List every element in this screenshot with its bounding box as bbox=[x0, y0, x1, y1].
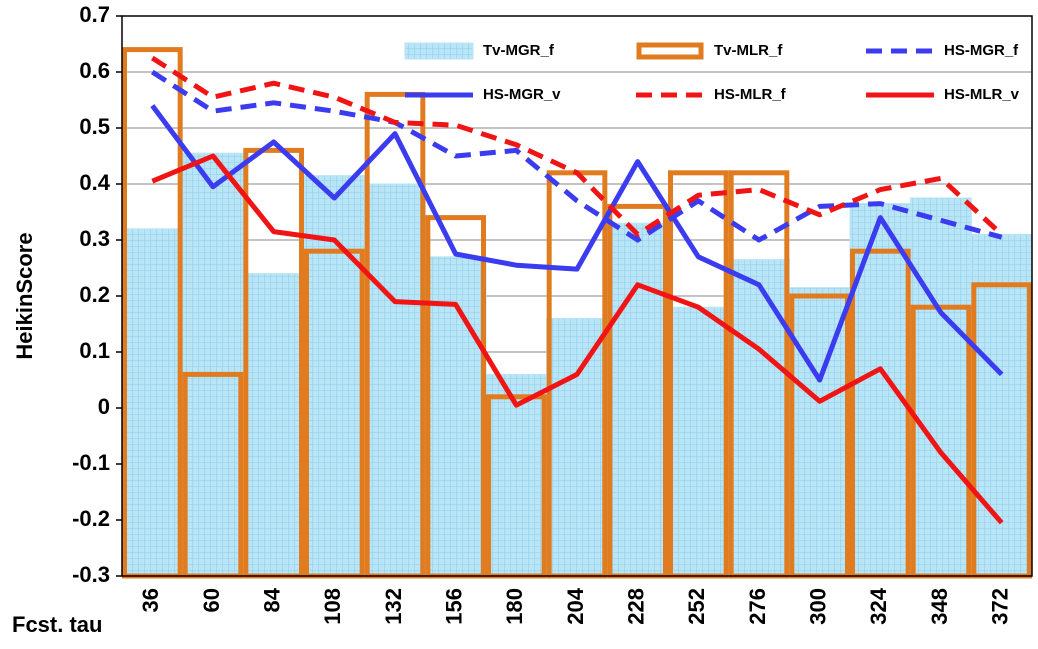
y-axis-title: HeikinScore bbox=[12, 232, 37, 359]
legend-label: HS-MGR_v bbox=[483, 86, 561, 103]
bar bbox=[182, 152, 244, 577]
x-tick-label: 276 bbox=[745, 588, 770, 625]
x-tick-label: 372 bbox=[987, 588, 1012, 625]
x-tick-label: 180 bbox=[502, 588, 527, 625]
bar bbox=[788, 287, 851, 577]
x-tick-label: 204 bbox=[563, 587, 588, 624]
bar bbox=[364, 183, 426, 577]
x-tick-label: 132 bbox=[381, 588, 406, 625]
bar bbox=[242, 273, 305, 577]
y-tick-label: 0.5 bbox=[79, 114, 110, 139]
y-tick-label: 0.6 bbox=[79, 58, 110, 83]
y-tick-label: 0.7 bbox=[79, 2, 110, 27]
legend-label: HS-MLR_f bbox=[714, 86, 787, 103]
x-tick-label: 60 bbox=[199, 588, 224, 612]
bar bbox=[849, 203, 912, 577]
y-tick-label: 0.2 bbox=[79, 282, 110, 307]
legend-label: Tv-MLR_f bbox=[714, 42, 783, 59]
plot-border bbox=[121, 15, 1033, 577]
x-axis-title: Fcst. tau bbox=[12, 612, 102, 637]
y-tick-label: -0.1 bbox=[72, 450, 110, 475]
line bbox=[151, 153, 1004, 525]
y-tick-label: 0.1 bbox=[79, 338, 110, 363]
legend-label: HS-MLR_v bbox=[944, 86, 1020, 103]
y-tick-label: 0 bbox=[98, 394, 110, 419]
legend-swatch bbox=[404, 42, 474, 60]
bar bbox=[546, 317, 608, 577]
y-tick-label: -0.2 bbox=[72, 506, 110, 531]
x-tick-label: 324 bbox=[866, 587, 891, 624]
x-tick-label: 156 bbox=[441, 588, 466, 625]
line bbox=[150, 55, 1004, 237]
y-tick-label: 0.4 bbox=[79, 170, 110, 195]
x-tick-label: 348 bbox=[927, 588, 952, 625]
x-tick-label: 228 bbox=[623, 588, 648, 625]
line bbox=[150, 69, 1003, 243]
bar bbox=[728, 259, 790, 577]
x-tick-label: 108 bbox=[320, 588, 345, 625]
legend-label: HS-MGR_f bbox=[944, 42, 1019, 59]
bar bbox=[121, 228, 184, 577]
bar bbox=[606, 222, 669, 577]
bar bbox=[910, 197, 972, 577]
x-tick-label: 84 bbox=[259, 587, 284, 612]
bar bbox=[424, 256, 487, 577]
legend-label: Tv-MGR_f bbox=[483, 42, 555, 59]
line bbox=[150, 104, 1004, 383]
x-tick-label: 36 bbox=[138, 588, 163, 612]
y-tick-label: 0.3 bbox=[79, 226, 110, 251]
x-tick-label: 300 bbox=[805, 588, 830, 625]
bar bbox=[667, 306, 730, 577]
legend-swatch bbox=[636, 42, 704, 60]
x-tick-label: 252 bbox=[684, 588, 709, 625]
y-tick-label: -0.3 bbox=[72, 562, 110, 587]
